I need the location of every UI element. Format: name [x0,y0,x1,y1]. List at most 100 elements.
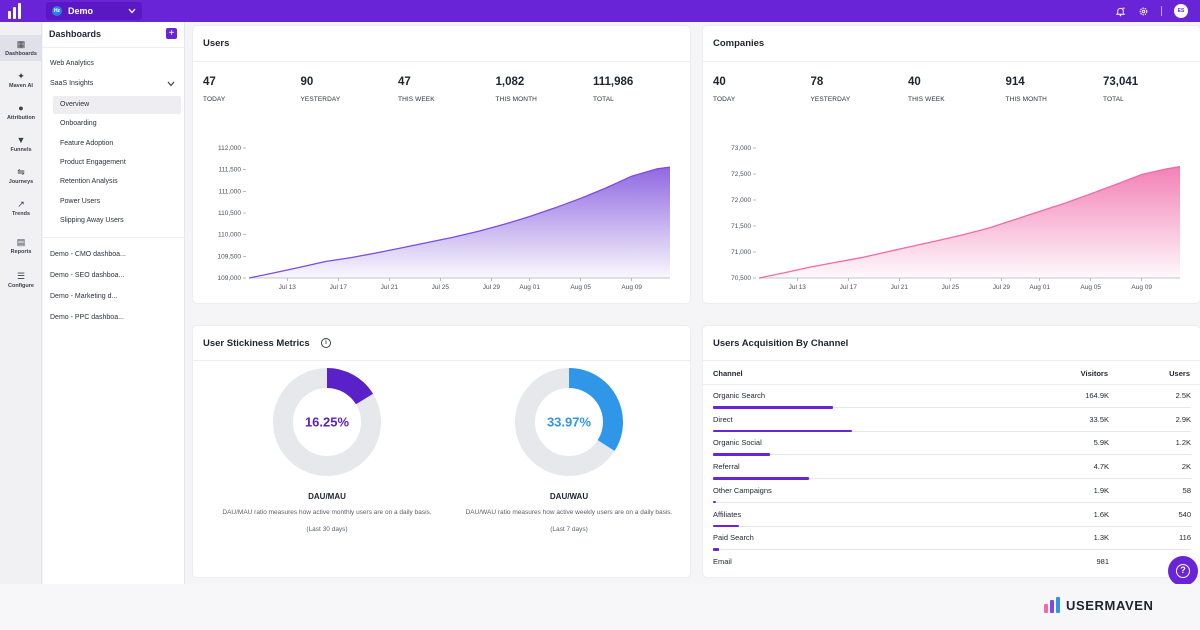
table-row[interactable]: Email 981 [703,552,1200,576]
question-icon: ? [1176,564,1190,578]
table-row[interactable]: Direct 33.5K 2.9K [703,410,1200,434]
column-header-users[interactable]: Users [1169,369,1190,378]
donut-chart: 33.97% [515,368,623,476]
stat-label: TOTAL [1103,96,1124,103]
column-header-channel[interactable]: Channel [713,369,743,378]
y-tick-label: 109,500 [218,253,242,260]
rail-item-journeys[interactable]: ⇋ Journeys [0,168,42,186]
x-tick-label: Jul 17 [840,284,858,291]
rail-item-label: Configure [8,283,34,289]
bell-icon[interactable] [1115,6,1126,17]
stat-label: TOTAL [593,96,614,103]
table-row[interactable]: Other Campaigns 1.9K 58 [703,481,1200,505]
channel-name: Email [713,556,732,566]
rail-item-maven-ai[interactable]: ✦ Maven AI [0,71,42,90]
rail-item-label: Funnels [10,147,32,153]
stickiness-card-title: User Stickiness Metrics [203,338,310,349]
table-row[interactable]: Referral 4.7K 2K [703,457,1200,481]
donut-description: DAU/MAU ratio measures how active monthl… [222,509,432,516]
sidebar-subitem-feature-adoption[interactable]: Feature Adoption [60,139,114,147]
channel-name: Paid Search [713,533,754,543]
share-bar [713,524,739,527]
rail-item-attribution[interactable]: ● Attribution [0,104,42,122]
visitors-value: 4.7K [1093,462,1109,472]
stat-label: TODAY [713,96,736,103]
stat-label: THIS WEEK [908,96,945,103]
sidebar-dashboard-item[interactable]: Demo - Marketing d... [50,293,118,300]
sidebar-dashboard-item[interactable]: Demo - PPC dashboa... [50,314,124,321]
x-tick-label: Jul 13 [279,284,297,291]
sidebar-subitem-product-engagement[interactable]: Product Engagement [60,158,126,166]
channel-name: Other Campaigns [713,485,772,495]
channel-name: Organic Social [713,438,762,448]
usermaven-logo-icon[interactable] [8,3,28,19]
rail-item-trends[interactable]: ↗ Trends [0,200,42,218]
add-dashboard-button[interactable]: + [166,28,177,39]
sidebar-subitem-power-users[interactable]: Power Users [60,197,101,205]
rail-item-dashboards[interactable]: ▦ Dashboards [0,35,42,61]
rail-item-reports[interactable]: ▤ Reports [0,237,42,256]
stat-today: 40 TODAY [713,76,735,103]
donut-chart: 16.25% [273,368,381,476]
y-tick-label: 71,500 [731,223,751,230]
stat-value: 78 [810,76,824,88]
sidebar-subitem-slipping-away-users[interactable]: Slipping Away Users [60,216,124,224]
info-icon[interactable]: i [321,338,331,348]
column-header-visitors[interactable]: Visitors [1080,369,1108,378]
dashboards-sidebar: Dashboards + Web Analytics SaaS Insights… [43,22,185,584]
stat-value: 73,041 [1103,76,1139,88]
sidebar-subitem-onboarding[interactable]: Onboarding [60,120,97,128]
user-avatar[interactable]: ES [1174,4,1188,18]
stat-total: 111,986 TOTAL [593,76,633,103]
share-bar [713,548,719,551]
users-value: 116 [1179,533,1191,543]
y-tick-label: 72,000 [731,197,751,204]
sparkle-icon: ✦ [17,71,25,81]
table-row[interactable]: Organic Social 5.9K 1.2K [703,433,1200,457]
sidebar-dashboard-item[interactable]: Demo - CMO dashboa... [50,251,126,258]
usermaven-brand: USERMAVEN [1044,597,1154,613]
stat-value: 1,082 [495,76,525,88]
stat-value: 47 [203,76,216,88]
sidebar-subitem-retention-analysis[interactable]: Retention Analysis [60,178,118,186]
stat-label: TODAY [203,96,226,103]
table-row[interactable]: Paid Search 1.3K 116 [703,528,1200,552]
stat-this-month: 914 THIS MONTH [1006,76,1047,103]
x-tick-label: Aug 05 [570,284,591,291]
series-line [758,166,1181,279]
companies-card-title: Companies [713,38,765,49]
x-tick-label: Aug 05 [1080,284,1101,291]
share-track [713,430,1191,432]
stickiness-card: User Stickiness Metrics i 16.25% DAU/MAU D… [193,326,690,577]
top-bar: Hz Demo ES [0,0,1200,22]
rail-item-configure[interactable]: ☰ Configure [0,272,42,290]
stat-value: 40 [713,76,726,88]
share-track [713,549,1191,551]
rail-item-label: Trends [11,211,31,217]
gear-icon[interactable] [1138,6,1149,17]
card-divider [193,360,690,361]
sidebar-dashboard-item[interactable]: Demo - SEO dashboa... [50,272,125,279]
sidebar-item-saas-insights[interactable]: SaaS Insights [50,80,94,87]
workspace-selector[interactable]: Hz Demo [46,2,142,20]
acquisition-card-title: Users Acquisition By Channel [713,338,849,349]
table-row[interactable]: Affiliates 1.6K 540 [703,505,1200,529]
help-button[interactable]: ? [1168,556,1198,586]
brand-name: USERMAVEN [1066,598,1154,613]
x-tick-label: Jul 21 [381,284,399,291]
table-row[interactable]: Organic Search 164.9K 2.5K [703,386,1200,410]
x-tick-label: Aug 09 [621,284,642,291]
page-footer [0,584,1200,630]
rail-item-label: Reports [10,249,32,255]
chevron-down-icon[interactable] [167,81,175,87]
report-icon: ▤ [16,237,26,247]
companies-card: Companies 40 TODAY 78 YESTERDAY 40 THIS WEEK 9… [703,26,1200,303]
share-bar [713,500,716,504]
x-tick-label: Aug 09 [1131,284,1152,291]
rail-item-funnels[interactable]: ▼ Funnels [0,136,42,154]
sidebar-item-web-analytics[interactable]: Web Analytics [50,60,94,67]
left-rail: ▦ Dashboards ✦ Maven AI ● Attribution ▼ Funnels… [0,22,42,584]
stat-label: YESTERDAY [300,96,341,103]
sidebar-subitem-overview[interactable]: Overview [53,96,181,114]
donut-dau-wau: 33.97% DAU/WAU DAU/WAU ratio measures how … [449,367,689,533]
